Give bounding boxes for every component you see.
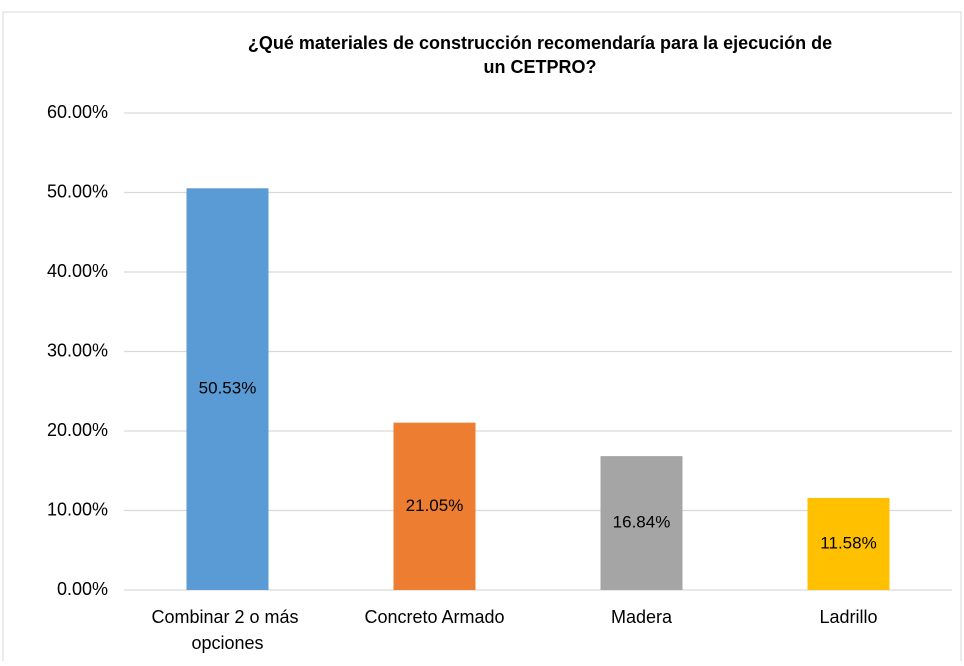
y-tick-label: 0.00% xyxy=(57,579,108,599)
data-label: 21.05% xyxy=(406,496,464,515)
data-label: 11.58% xyxy=(820,533,876,552)
y-tick-label: 40.00% xyxy=(47,261,108,281)
x-tick-label: Concreto Armado xyxy=(364,607,504,627)
bar xyxy=(393,422,476,590)
chart-title: ¿Qué materiales de construcción recomend… xyxy=(248,33,832,53)
y-tick-label: 50.00% xyxy=(47,181,108,201)
y-tick-label: 60.00% xyxy=(47,102,108,122)
chart-border xyxy=(2,11,962,666)
x-tick-label: Combinar 2 o más opciones xyxy=(151,607,303,653)
x-tick-label: Ladrillo xyxy=(819,607,877,627)
bar xyxy=(186,188,269,590)
bar xyxy=(807,497,890,590)
x-tick-label: Madera xyxy=(611,607,673,627)
data-label: 50.53% xyxy=(199,379,257,398)
bar xyxy=(600,456,683,590)
chart-title: un CETPRO? xyxy=(484,57,597,77)
y-tick-label: 30.00% xyxy=(47,340,108,360)
data-label: 16.84% xyxy=(613,513,671,532)
y-tick-label: 10.00% xyxy=(47,499,108,519)
y-tick-label: 20.00% xyxy=(47,420,108,440)
